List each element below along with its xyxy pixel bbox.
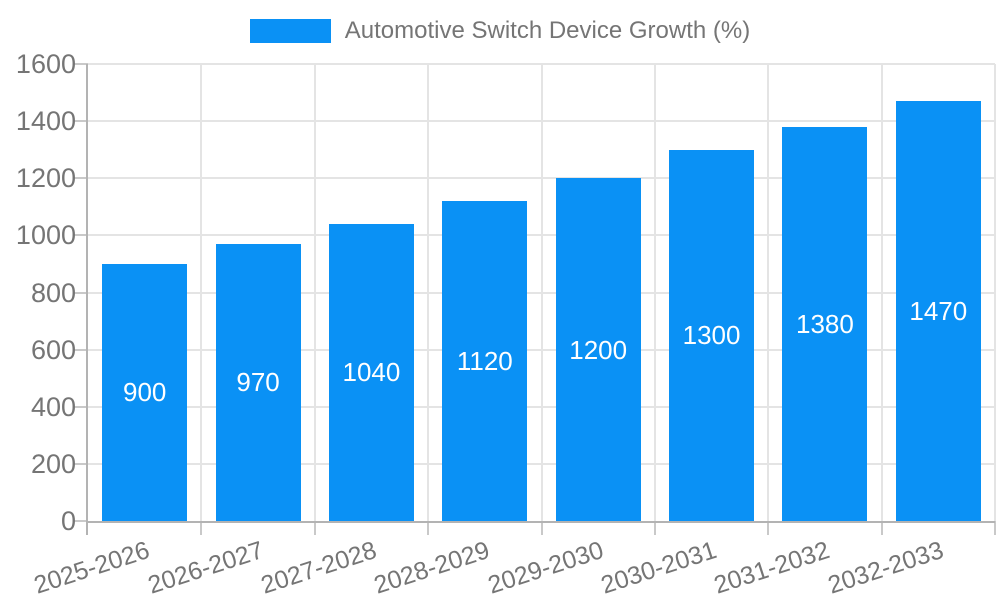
x-axis-tick [540, 521, 543, 535]
x-axis-tick-label: 2029-2030 [484, 536, 607, 600]
bar-value-label: 900 [122, 377, 167, 408]
bar [442, 201, 528, 521]
x-gridline [653, 64, 656, 521]
x-gridline [767, 64, 770, 521]
x-axis-tick [767, 521, 770, 535]
x-axis-tick-label: 2031-2032 [710, 536, 834, 600]
y-axis-tick [74, 120, 88, 123]
y-axis-tick [74, 348, 88, 351]
bar-value-label: 1040 [342, 357, 401, 388]
y-axis-tick [74, 462, 88, 465]
y-axis-tick-label: 1000 [15, 220, 76, 251]
x-axis-tick [313, 521, 316, 535]
x-gridline [540, 64, 543, 521]
y-axis-tick [74, 405, 88, 408]
y-axis-tick-label: 800 [30, 277, 76, 308]
y-axis-tick [74, 63, 88, 65]
bar [102, 263, 188, 521]
y-axis-tick [74, 234, 88, 237]
chart-legend: Automotive Switch Device Growth (%) [0, 18, 1000, 44]
x-axis-tick [200, 521, 203, 535]
x-axis-line [86, 521, 995, 523]
x-axis-tick-label: 2032-2033 [824, 536, 947, 600]
y-axis-tick-label: 200 [30, 448, 76, 479]
y-axis-tick-label: 600 [30, 334, 76, 365]
bar [555, 178, 641, 521]
x-gridline [313, 64, 316, 521]
y-axis-tick-label: 400 [30, 391, 76, 422]
y-axis-tick-label: 0 [60, 506, 76, 536]
x-axis-tick [427, 521, 430, 535]
legend-color-swatch-icon [249, 19, 331, 43]
y-axis-tick-label: 1600 [15, 49, 76, 79]
x-gridline [427, 64, 430, 521]
y-axis-tick-label: 1400 [15, 106, 76, 137]
y-axis-tick [74, 177, 88, 180]
bar-value-label: 1200 [569, 334, 628, 365]
x-gridline [200, 64, 203, 521]
x-axis-tick-label: 2027-2028 [257, 536, 380, 600]
bar [215, 243, 301, 521]
y-axis-tick [74, 520, 88, 522]
bar [669, 149, 755, 521]
x-axis-tick [880, 521, 883, 535]
bar-value-label: 1380 [796, 308, 854, 339]
bar-value-label: 970 [236, 367, 280, 398]
x-axis-tick-label: 2030-2031 [597, 536, 720, 600]
bar [782, 126, 868, 521]
x-axis-tick [653, 521, 656, 535]
bar [895, 101, 981, 521]
x-gridline [880, 64, 883, 521]
legend-series-label: Automotive Switch Device Growth (%) [344, 17, 751, 44]
y-axis-line [86, 64, 88, 535]
y-axis-tick [74, 291, 88, 294]
bar-value-label: 1120 [456, 346, 513, 377]
bar [328, 223, 414, 521]
x-axis-tick-label: 2025-2026 [30, 536, 154, 600]
x-axis-tick-label: 2028-2029 [370, 536, 494, 600]
bar-value-label: 1300 [682, 320, 741, 351]
x-axis-tick [994, 521, 996, 535]
x-gridline [994, 64, 996, 521]
bar-value-label: 1470 [909, 296, 968, 327]
y-axis-tick-label: 1200 [15, 163, 76, 194]
x-axis-tick-label: 2026-2027 [144, 536, 267, 600]
